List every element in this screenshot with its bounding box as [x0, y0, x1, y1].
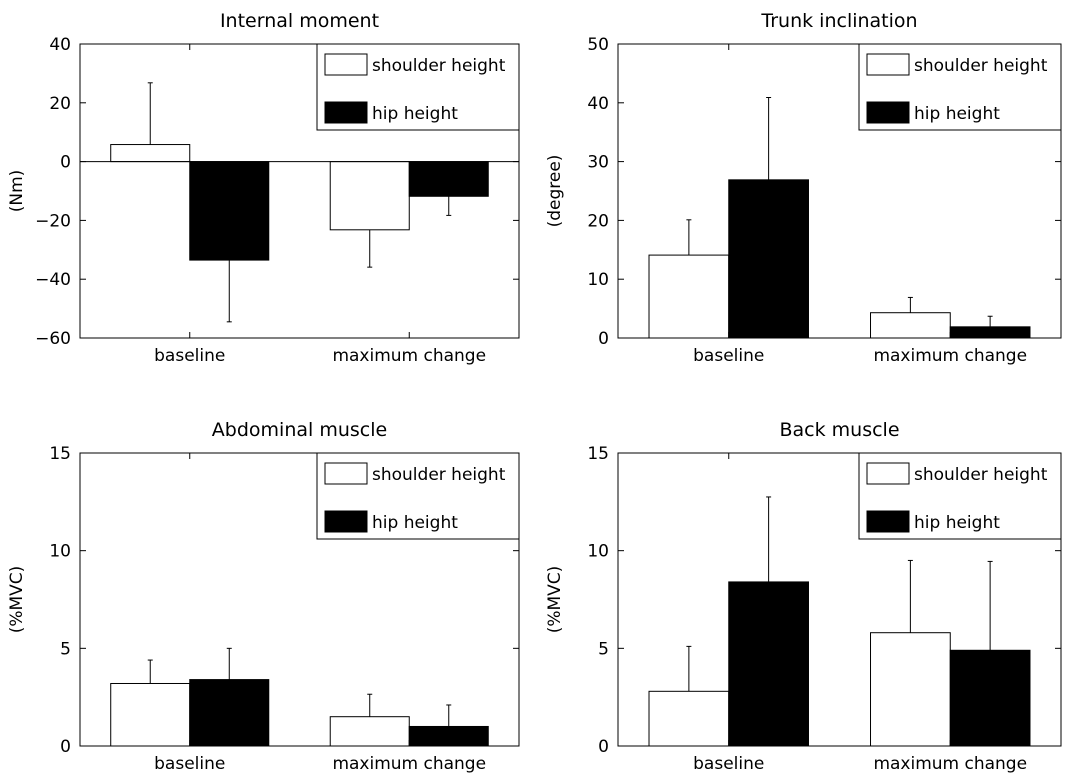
- y-tick-label: 0: [598, 329, 609, 349]
- y-tick-label: 0: [60, 153, 71, 173]
- error-bar: [686, 645, 692, 692]
- error-bar: [147, 82, 153, 145]
- bar-hip-height-maximum-change: [949, 649, 1031, 747]
- category-label: maximum change: [332, 754, 486, 774]
- y-tick-label: 0: [598, 737, 609, 757]
- chart-title: Back muscle: [779, 419, 899, 441]
- error-bar: [766, 496, 772, 582]
- y-axis-label: (%MVC): [545, 566, 565, 634]
- y-tick-label: 5: [60, 639, 71, 659]
- chart-panel-3: Abdominal muscle (%MVC) 0 5 10 15 baseline maxi…: [7, 419, 520, 774]
- legend-swatch: [866, 510, 910, 533]
- error-bar: [367, 693, 373, 717]
- error-bar: [987, 315, 993, 327]
- legend: shoulder height hip height: [858, 43, 1062, 131]
- error-bar: [147, 659, 153, 684]
- plot-frame: [617, 43, 1062, 339]
- y-tick-label: 50: [587, 35, 609, 55]
- y-tick-label: 40: [49, 35, 71, 55]
- chart-panel-2: Trunk inclination (degree) 0 10 20 30 40 50 base…: [545, 10, 1062, 366]
- error-bar: [446, 196, 452, 216]
- y-tick-label: 20: [49, 94, 71, 114]
- legend: shoulder height hip height: [858, 452, 1062, 540]
- legend-swatch: [324, 101, 368, 124]
- chart-panel-4: Back muscle (%MVC) 0 5 10 15 baseline maximum c…: [545, 419, 1062, 774]
- error-bar: [907, 296, 913, 313]
- category-label: baseline: [154, 754, 225, 774]
- legend: shoulder height hip height: [316, 43, 520, 131]
- error-bar: [367, 229, 373, 268]
- y-tick-label: 20: [587, 211, 609, 231]
- bar-shoulder-height-baseline: [110, 144, 191, 163]
- legend-label: hip height: [914, 104, 1000, 124]
- y-tick-label: 0: [60, 737, 71, 757]
- legend-label: shoulder height: [372, 465, 506, 485]
- category-label: maximum change: [332, 346, 486, 366]
- y-tick-label: 10: [587, 542, 609, 562]
- category-label: maximum change: [873, 754, 1027, 774]
- error-bar: [446, 704, 452, 727]
- y-tick-label: 5: [598, 639, 609, 659]
- legend-swatch: [324, 510, 368, 533]
- category-label: baseline: [693, 346, 764, 366]
- bar-shoulder-height-maximum-change: [870, 312, 951, 339]
- legend-swatch: [324, 462, 368, 485]
- y-tick-label: −40: [35, 270, 71, 290]
- bar-shoulder-height-baseline: [648, 254, 730, 339]
- bar-shoulder-height-baseline: [110, 682, 191, 747]
- plot-frame: [617, 452, 1062, 747]
- bar-hip-height-baseline: [189, 161, 270, 261]
- chart-panel-1: Internal moment (Nm) −60 −40 −20 0 20 40 baselin…: [7, 10, 520, 366]
- y-tick-label: 30: [587, 153, 609, 173]
- y-axis-label: (degree): [545, 155, 565, 228]
- category-label: baseline: [693, 754, 764, 774]
- plot-frame: [79, 43, 520, 339]
- legend-swatch: [324, 53, 368, 76]
- bar-hip-height-maximum-change: [408, 161, 489, 197]
- y-axis-label: (%MVC): [7, 566, 27, 634]
- error-bar: [226, 260, 232, 323]
- y-tick-label: −60: [35, 329, 71, 349]
- legend-label: shoulder height: [914, 56, 1048, 76]
- y-tick-label: 10: [587, 270, 609, 290]
- error-bar: [987, 560, 993, 651]
- chart-title: Abdominal muscle: [212, 419, 387, 441]
- error-bar: [907, 559, 913, 633]
- bar-shoulder-height-maximum-change: [329, 161, 410, 231]
- category-label: baseline: [154, 346, 225, 366]
- bar-shoulder-height-maximum-change: [329, 716, 410, 747]
- error-bar: [226, 647, 232, 680]
- y-axis-label: (Nm): [7, 170, 27, 213]
- chart-title: Internal moment: [220, 10, 379, 32]
- y-tick-label: 10: [49, 542, 71, 562]
- bar-hip-height-baseline: [189, 679, 270, 747]
- bar-shoulder-height-baseline: [648, 690, 730, 747]
- category-label: maximum change: [873, 346, 1027, 366]
- error-bar: [766, 97, 772, 180]
- y-tick-label: −20: [35, 211, 71, 231]
- legend-label: shoulder height: [372, 56, 506, 76]
- legend: shoulder height hip height: [316, 452, 520, 540]
- y-tick-label: 15: [587, 444, 609, 464]
- legend-label: hip height: [914, 513, 1000, 533]
- y-tick-label: 40: [587, 94, 609, 114]
- legend-label: hip height: [372, 104, 458, 124]
- legend-label: hip height: [372, 513, 458, 533]
- y-tick-label: 15: [49, 444, 71, 464]
- chart-title: Trunk inclination: [760, 10, 917, 32]
- error-bar: [686, 219, 692, 256]
- bar-hip-height-maximum-change: [949, 326, 1031, 339]
- bar-hip-height-maximum-change: [408, 725, 489, 747]
- legend-swatch: [866, 53, 910, 76]
- plot-frame: [79, 452, 520, 747]
- legend-label: shoulder height: [914, 465, 1048, 485]
- bar-hip-height-baseline: [728, 581, 809, 747]
- bar-shoulder-height-maximum-change: [870, 632, 951, 747]
- legend-swatch: [866, 462, 910, 485]
- legend-swatch: [866, 101, 910, 124]
- bar-hip-height-baseline: [728, 179, 809, 339]
